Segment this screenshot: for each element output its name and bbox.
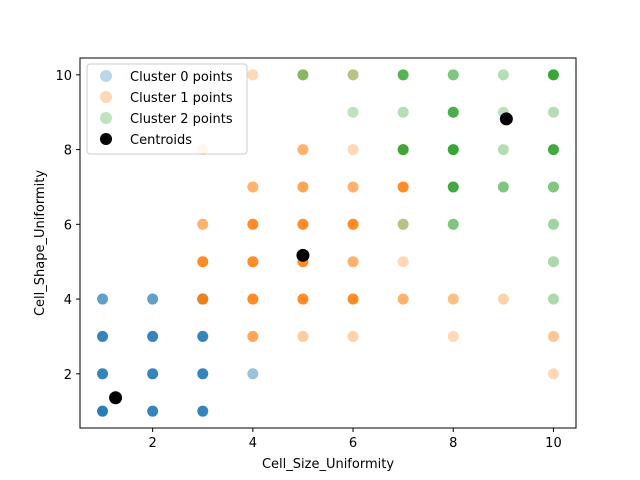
cluster-2-point: [447, 106, 459, 118]
legend-label-cluster-1: Cluster 1 points: [130, 91, 233, 106]
y-tick-label: 4: [64, 293, 72, 308]
cluster-2-point: [397, 69, 409, 81]
cluster-1-point: [547, 368, 559, 380]
y-axis-ticks: 2 4 6 8 10: [55, 69, 80, 383]
cluster-1-point: [247, 293, 259, 305]
cluster-1-point: [397, 293, 409, 305]
cluster-1-point: [197, 293, 209, 305]
cluster-0-point: [147, 330, 159, 342]
x-tick-label: 4: [249, 436, 257, 451]
cluster-1-point: [247, 330, 259, 342]
cluster-2-point: [547, 144, 559, 156]
cluster-2-point: [397, 144, 409, 156]
cluster-1-point: [497, 293, 509, 305]
legend-frame: [86, 63, 248, 155]
y-axis-label: Cell_Shape_Uniformity: [33, 170, 48, 316]
cluster-2-point: [447, 181, 459, 193]
cluster-2-point: [347, 69, 359, 81]
cluster-1-point: [397, 218, 409, 230]
x-tick-label: 2: [149, 436, 157, 451]
legend-marker-cluster-0: [100, 70, 112, 82]
legend-label-cluster-2: Cluster 2 points: [130, 112, 233, 127]
legend-marker-centroids: [100, 133, 112, 145]
cluster-0-point: [97, 405, 109, 417]
cluster-1-point: [297, 218, 309, 230]
cluster-1-point: [347, 144, 359, 156]
cluster-1-point: [297, 330, 309, 342]
cluster-1-point: [347, 256, 359, 268]
cluster-1-point: [297, 144, 309, 156]
cluster-2-point: [447, 144, 459, 156]
legend: Cluster 0 points Cluster 1 points Cluste…: [86, 63, 248, 155]
cluster-2-point: [347, 106, 359, 118]
cluster-2-point: [547, 256, 559, 268]
cluster-1-point: [197, 218, 209, 230]
legend-marker-cluster-2: [100, 112, 112, 124]
cluster-0-point: [247, 368, 259, 380]
cluster-0-point: [147, 405, 159, 417]
y-tick-label: 6: [64, 218, 72, 233]
cluster-2-point: [447, 69, 459, 81]
cluster-1-point: [347, 218, 359, 230]
x-axis-ticks: 2 4 6 8 10: [149, 428, 562, 451]
y-tick-label: 2: [64, 368, 72, 383]
cluster-0-point: [197, 368, 209, 380]
cluster-1-point: [447, 293, 459, 305]
cluster-2-point: [547, 218, 559, 230]
x-tick-label: 10: [545, 436, 562, 451]
cluster-1-point: [247, 69, 259, 81]
points-layer: [97, 69, 559, 417]
cluster-0-point: [97, 330, 109, 342]
cluster-1-point: [247, 256, 259, 268]
cluster-2-point: [497, 144, 509, 156]
cluster-2-point: [297, 69, 309, 81]
cluster-1-point: [547, 330, 559, 342]
plot-frame: [79, 57, 577, 429]
cluster-1-point: [347, 330, 359, 342]
cluster-1-point: [297, 293, 309, 305]
cluster-2-point: [397, 218, 409, 230]
cluster-0-point: [147, 293, 159, 305]
cluster-1-point: [297, 181, 309, 193]
centroid-point: [296, 248, 310, 262]
cluster-1-point: [397, 181, 409, 193]
cluster-1-point: [247, 218, 259, 230]
cluster-2-point: [547, 69, 559, 81]
cluster-1-point: [347, 293, 359, 305]
cluster-2-point: [447, 218, 459, 230]
cluster-2-point: [497, 181, 509, 193]
cluster-0-point: [197, 405, 209, 417]
y-tick-label: 10: [55, 69, 72, 84]
cluster-2-point: [547, 181, 559, 193]
cluster-0-point: [197, 330, 209, 342]
cluster-1-point: [347, 181, 359, 193]
cluster-1-point: [347, 69, 359, 81]
cluster-1-point: [247, 181, 259, 193]
cluster-0-point: [97, 368, 109, 380]
cluster-1-point: [397, 256, 409, 268]
cluster-0-point: [97, 293, 109, 305]
x-tick-label: 8: [449, 436, 457, 451]
cluster-0-point: [147, 368, 159, 380]
cluster-2-point: [547, 293, 559, 305]
x-axis-label: Cell_Size_Uniformity: [262, 457, 394, 472]
legend-marker-cluster-1: [100, 91, 112, 103]
centroid-point: [499, 112, 513, 126]
x-tick-label: 6: [349, 436, 357, 451]
cluster-2-point: [497, 69, 509, 81]
centroid-point: [109, 391, 123, 405]
cluster-1-point: [447, 330, 459, 342]
cluster-2-point: [397, 106, 409, 118]
cluster-1-point: [197, 256, 209, 268]
legend-label-centroids: Centroids: [130, 133, 192, 148]
cluster-2-point: [547, 106, 559, 118]
legend-label-cluster-0: Cluster 0 points: [130, 70, 233, 85]
y-tick-label: 8: [64, 144, 72, 159]
